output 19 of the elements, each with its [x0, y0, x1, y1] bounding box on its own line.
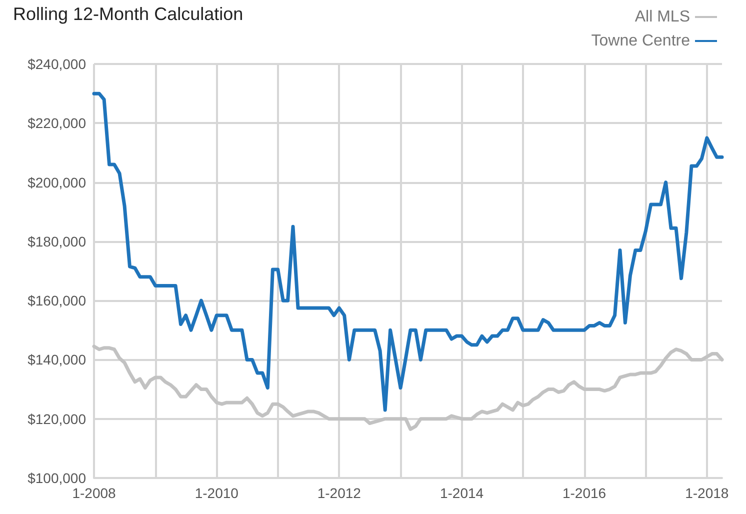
legend-label: Towne Centre [591, 32, 690, 50]
x-tick-label: 1-2018 [685, 485, 729, 501]
y-tick-label: $220,000 [28, 115, 86, 132]
y-tick-label: $140,000 [28, 352, 86, 368]
x-tick-label: 1-2012 [317, 485, 362, 501]
x-tick-label: 1-2010 [194, 485, 239, 501]
x-tick-label: 1-2014 [440, 485, 484, 501]
y-tick-label: $180,000 [28, 233, 86, 250]
y-tick-label: $160,000 [28, 292, 86, 309]
y-tick-label: $100,000 [28, 470, 86, 486]
legend-label: All MLS [634, 8, 690, 26]
y-tick-label: $200,000 [28, 174, 86, 190]
x-tick-label: 1-2008 [72, 485, 116, 501]
y-tick-label: $120,000 [28, 410, 86, 427]
x-tick-label: 1-2016 [562, 485, 606, 501]
chart-title: Rolling 12-Month Calculation [13, 4, 244, 24]
line-series [92, 92, 724, 412]
y-tick-label: $240,000 [28, 56, 86, 72]
line-series [92, 344, 724, 431]
